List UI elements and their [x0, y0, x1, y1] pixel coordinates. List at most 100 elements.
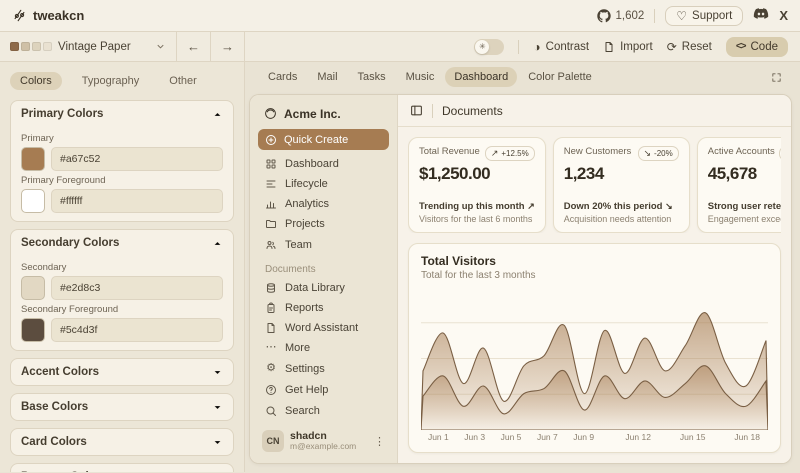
support-button[interactable]: ♡ Support: [665, 6, 743, 26]
tab-tasks[interactable]: Tasks: [349, 67, 395, 87]
trend-badge: ↗ +12.5%: [485, 146, 535, 161]
user-menu[interactable]: CN shadcn m@example.com ⋮: [258, 427, 389, 455]
hex-input-secondary[interactable]: [51, 276, 223, 300]
visitors-chart[interactable]: [421, 287, 768, 430]
database-icon: [265, 282, 277, 294]
theme-select[interactable]: Vintage Paper: [0, 32, 176, 61]
user-name: shadcn: [290, 430, 368, 442]
team-switcher[interactable]: Acme Inc.: [258, 103, 389, 124]
trending-down-icon: ↘: [644, 148, 652, 159]
clipboard-icon: [265, 302, 277, 314]
theme-swatch-4: [43, 42, 52, 51]
sidebar-item-dashboard[interactable]: Dashboard: [258, 154, 389, 174]
tab-typography[interactable]: Typography: [72, 72, 149, 90]
brand[interactable]: tweakcn: [12, 8, 84, 23]
section-header[interactable]: Primary Colors: [21, 101, 223, 127]
theme-name: Vintage Paper: [58, 41, 149, 53]
sidebar-item-settings[interactable]: ⚙ Settings: [258, 358, 389, 379]
trend-badge: ↗ +12.5%: [779, 146, 781, 161]
app-content: Total Revenue ↗ +12.5% $1,250.00 Trendin…: [398, 127, 791, 463]
chevron-down-icon: [212, 472, 223, 473]
section-accent-colors: Accent Colors: [10, 358, 234, 386]
sidebar-item-get-help[interactable]: Get Help: [258, 379, 389, 400]
tab-mail[interactable]: Mail: [308, 67, 346, 87]
heart-icon: ♡: [676, 10, 687, 22]
tab-music[interactable]: Music: [397, 67, 444, 87]
import-button[interactable]: Import: [603, 41, 653, 53]
sidebar-item-projects[interactable]: Projects: [258, 214, 389, 234]
color-swatch-primary[interactable]: [21, 147, 45, 171]
github-star-count: 1,602: [616, 10, 645, 22]
divider: [518, 40, 519, 54]
github-stars[interactable]: 1,602: [597, 9, 645, 23]
section-secondary-colors: Secondary Colors Secondary Secondary For…: [10, 229, 234, 351]
color-swatch-secondary[interactable]: [21, 276, 45, 300]
contrast-button[interactable]: ◑ Contrast: [533, 41, 589, 53]
x-tick: Jun 3: [464, 432, 485, 442]
bar-chart-icon: [265, 198, 277, 210]
search-icon: [265, 405, 277, 417]
hex-input-primary[interactable]: [51, 147, 223, 171]
section-base-colors: Base Colors: [10, 393, 234, 421]
chart-subtitle: Total for the last 3 months: [421, 270, 768, 281]
editor-tabs: Colors Typography Other: [10, 72, 234, 90]
reset-button[interactable]: ⟳ Reset: [667, 41, 712, 53]
sidebar-item-search[interactable]: Search: [258, 400, 389, 421]
undo-button[interactable]: ←: [176, 32, 210, 61]
top-header: tweakcn 1,602 ♡ Support X: [0, 0, 800, 32]
main-layout: Colors Typography Other Primary Colors P…: [0, 62, 800, 472]
section-header[interactable]: Popover Colors: [21, 464, 223, 472]
sidebar-item-reports[interactable]: Reports: [258, 298, 389, 318]
avatar: CN: [262, 430, 284, 452]
tab-color-palette[interactable]: Color Palette: [519, 67, 601, 87]
color-swatch-primary-foreground[interactable]: [21, 189, 45, 213]
fullscreen-button[interactable]: [766, 67, 786, 87]
section-header[interactable]: Secondary Colors: [21, 230, 223, 256]
divider: [654, 9, 655, 23]
x-tick: Jun 15: [680, 432, 706, 442]
sidebar-item-more[interactable]: ⋯ More: [258, 338, 389, 358]
theme-swatch-1: [10, 42, 19, 51]
divider: [432, 104, 433, 118]
sidebar-footer: ⚙ Settings Get Help Search CN sha: [258, 358, 389, 455]
sidebar-item-data-library[interactable]: Data Library: [258, 278, 389, 298]
app-main: Documents Total Revenue ↗ +12.5%: [398, 95, 791, 463]
color-swatch-secondary-foreground[interactable]: [21, 318, 45, 342]
sidebar-item-lifecycle[interactable]: Lifecycle: [258, 174, 389, 194]
discord-icon[interactable]: [753, 8, 769, 23]
redo-button[interactable]: →: [210, 32, 244, 61]
hex-input-primary-foreground[interactable]: [51, 189, 223, 213]
tab-dashboard[interactable]: Dashboard: [445, 67, 517, 87]
tab-colors[interactable]: Colors: [10, 72, 62, 90]
reset-icon: ⟳: [667, 41, 677, 53]
user-email: m@example.com: [290, 442, 368, 452]
theme-area: Vintage Paper ← →: [0, 32, 245, 61]
trending-down-icon: ↘: [665, 201, 673, 211]
panel-left-icon[interactable]: [410, 104, 423, 117]
section-header[interactable]: Card Colors: [21, 429, 223, 455]
circle-plus-icon: [265, 134, 277, 146]
section-popover-colors: Popover Colors: [10, 463, 234, 472]
stat-value: 1,234: [564, 164, 679, 184]
chevron-down-icon: [212, 367, 223, 378]
sidebar-item-word-assistant[interactable]: Word Assistant: [258, 318, 389, 338]
theme-mode-toggle[interactable]: ✳: [474, 39, 504, 55]
code-button[interactable]: <> Code: [726, 37, 788, 57]
tab-other[interactable]: Other: [159, 72, 207, 90]
chevron-up-icon: [212, 109, 223, 120]
chart-x-axis: Jun 1Jun 3Jun 5Jun 7Jun 9Jun 12Jun 15Jun…: [421, 432, 768, 446]
chevron-down-icon: [212, 402, 223, 413]
quick-create-button[interactable]: Quick Create: [258, 129, 389, 150]
x-twitter-icon[interactable]: X: [779, 8, 788, 23]
ellipsis-icon: ⋯: [265, 342, 277, 353]
section-header[interactable]: Accent Colors: [21, 359, 223, 385]
field-label: Primary: [21, 133, 223, 144]
sidebar-item-analytics[interactable]: Analytics: [258, 194, 389, 214]
section-header[interactable]: Base Colors: [21, 394, 223, 420]
top-right-actions: 1,602 ♡ Support X: [597, 6, 789, 26]
sidebar-item-team[interactable]: Team: [258, 235, 389, 255]
users-icon: [265, 239, 277, 251]
hex-input-secondary-foreground[interactable]: [51, 318, 223, 342]
tab-cards[interactable]: Cards: [259, 67, 306, 87]
trending-up-icon: ↗: [527, 201, 535, 211]
